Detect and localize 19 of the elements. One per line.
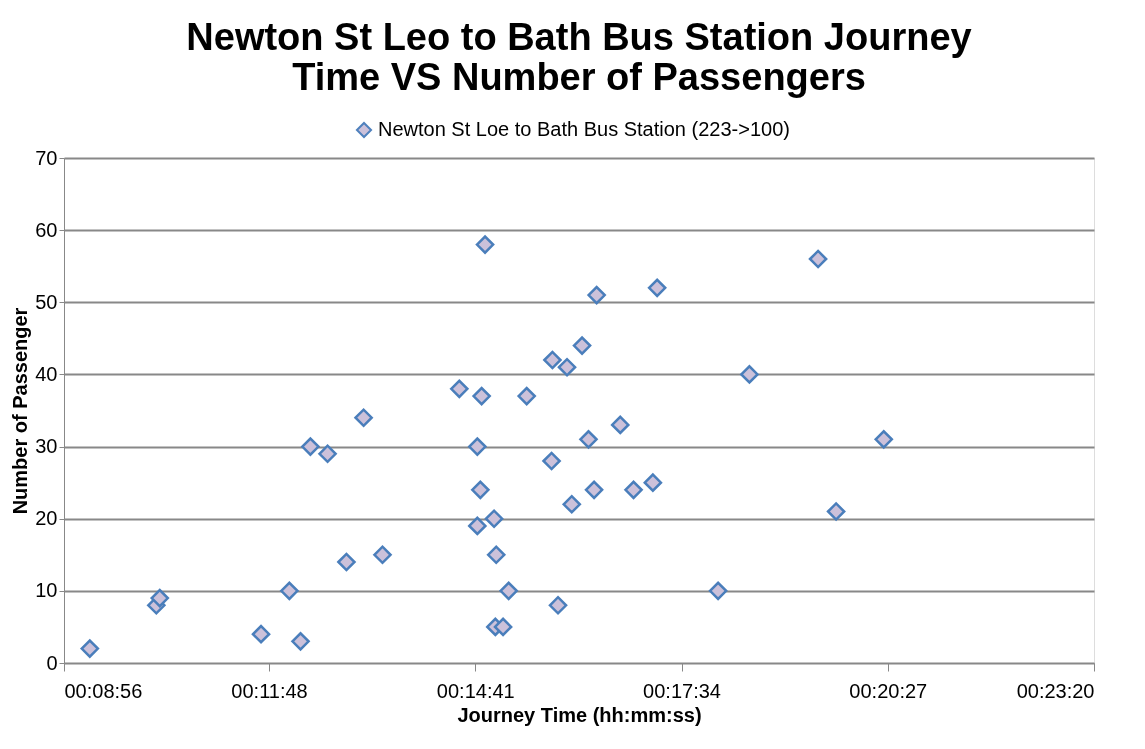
text: Newton St Leo to Bath Bus Station Journey xyxy=(186,16,972,58)
y-axis-title: Number of Passenger xyxy=(9,307,32,515)
x-tick-label: 00:14:41 xyxy=(436,679,515,702)
x-tick-label: 00:20:27 xyxy=(849,679,928,702)
y-tick-label: 30 xyxy=(35,435,58,458)
y-tick-label: 70 xyxy=(35,146,58,169)
text: Time VS Number of Passengers xyxy=(292,56,866,98)
x-tick-label: 00:11:48 xyxy=(231,679,308,702)
y-tick-label: 60 xyxy=(35,218,58,241)
y-tick-label: 10 xyxy=(35,579,58,602)
y-tick-label: 20 xyxy=(35,507,58,530)
y-tick-label: 40 xyxy=(35,362,58,385)
x-axis-title: Journey Time (hh:mm:ss) xyxy=(457,703,702,726)
x-tick-label: 00:17:34 xyxy=(643,679,721,702)
y-tick-label: 50 xyxy=(35,290,58,313)
x-tick-label: 00:23:20 xyxy=(1016,679,1095,702)
x-tick-label: 00:08:56 xyxy=(64,679,143,702)
y-tick-label: 0 xyxy=(46,651,58,674)
legend-label: Newton St Loe to Bath Bus Station (223->100) xyxy=(378,118,790,140)
